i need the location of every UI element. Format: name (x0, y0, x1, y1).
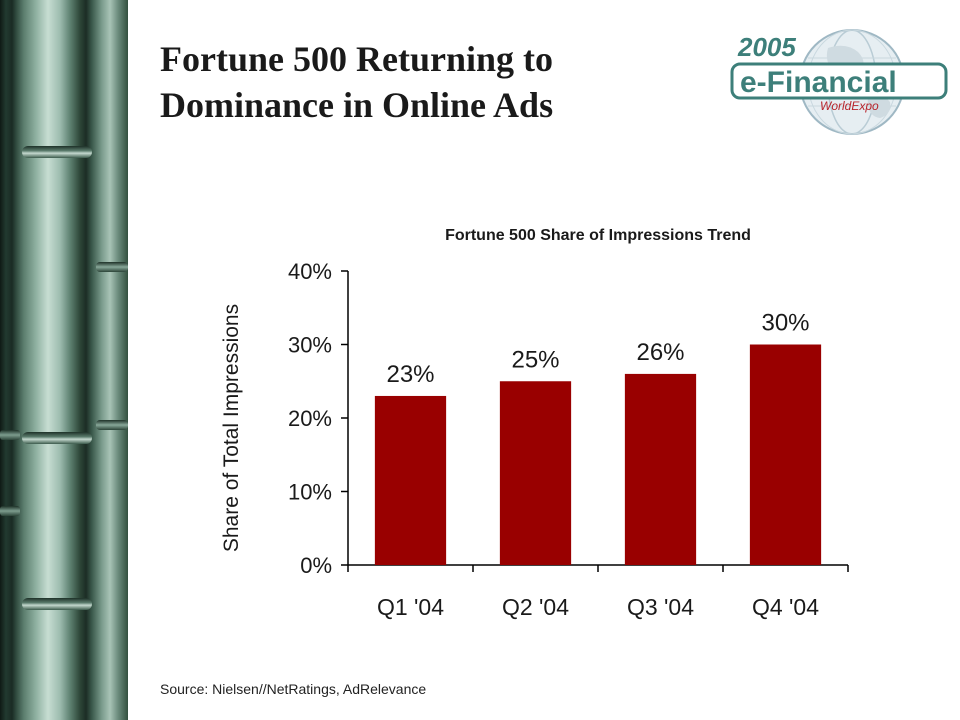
slide-title: Fortune 500 Returning to Dominance in On… (160, 36, 680, 128)
data-label: 25% (511, 346, 559, 373)
source-note: Source: Nielsen//NetRatings, AdRelevance (160, 681, 427, 697)
data-labels: 23% 25% 26% 30% (386, 310, 809, 388)
bamboo-node (96, 262, 128, 272)
x-ticks: Q1 '04 Q2 '04 Q3 '04 Q4 '04 (347, 565, 849, 620)
slide-title-line2: Dominance in Online Ads (160, 85, 554, 125)
y-ticks: 0% 10% 20% 30% 40% (288, 259, 348, 578)
data-label: 30% (761, 310, 809, 337)
logo-year: 2005 (737, 32, 796, 62)
y-axis-label: Share of Total Impressions (220, 304, 243, 552)
bar (374, 395, 447, 565)
y-tick-label: 20% (288, 406, 332, 431)
logo-brand: e-Financial (740, 66, 897, 99)
x-tick-label: Q1 '04 (377, 594, 444, 620)
bamboo-node (0, 430, 20, 440)
bamboo-node (22, 598, 92, 610)
bars (374, 344, 822, 565)
bar (499, 381, 572, 565)
logo-sub: WorldExpo (820, 99, 879, 113)
data-label: 26% (636, 339, 684, 366)
bar (749, 344, 822, 565)
bamboo-decoration (0, 0, 128, 720)
x-tick-label: Q3 '04 (627, 594, 694, 620)
expo-logo: 2005 e-Financial WorldExpo (730, 29, 948, 135)
y-tick-label: 10% (288, 480, 332, 505)
bamboo-node (96, 420, 128, 430)
x-tick-label: Q2 '04 (502, 594, 569, 620)
bamboo-node (0, 506, 20, 516)
bamboo-node (22, 146, 92, 158)
slide-title-line1: Fortune 500 Returning to (160, 39, 553, 79)
y-tick-label: 30% (288, 333, 332, 358)
y-tick-label: 0% (300, 553, 332, 578)
data-label: 23% (386, 361, 434, 388)
x-tick-label: Q4 '04 (752, 594, 819, 620)
bar (624, 373, 697, 565)
chart-title: Fortune 500 Share of Impressions Trend (445, 227, 751, 244)
bamboo-node (22, 432, 92, 444)
y-tick-label: 40% (288, 259, 332, 284)
